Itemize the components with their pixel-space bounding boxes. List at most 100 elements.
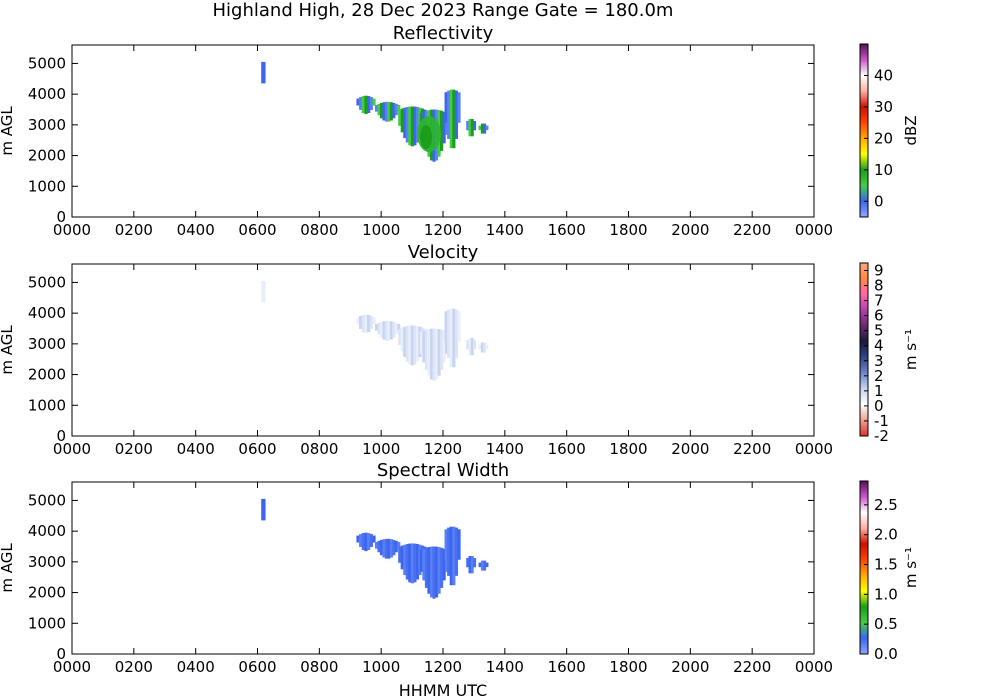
colorbar-tick-label: 2.0	[874, 526, 898, 544]
echo-column	[372, 535, 376, 543]
echo-column	[397, 323, 401, 331]
echo-column	[447, 527, 451, 576]
echo-column	[372, 98, 376, 106]
x-tick-label: 2000	[671, 658, 709, 676]
x-tick-label: 0600	[238, 658, 276, 676]
echo-column	[457, 529, 461, 560]
echo-column	[359, 97, 363, 110]
colorbar-tick-label: 7	[874, 292, 884, 310]
echo-column	[405, 107, 409, 143]
echo-column	[382, 321, 386, 340]
echo-column	[485, 125, 489, 131]
echo-column	[429, 328, 434, 380]
echo-column	[359, 316, 363, 329]
echo-column	[422, 548, 426, 581]
x-tick-label: 1800	[609, 221, 647, 239]
colorbar-tick-label: 10	[874, 161, 893, 179]
x-tick-label: 0200	[115, 440, 153, 458]
echo-column	[356, 317, 360, 325]
echo-column	[483, 123, 487, 134]
x-tick-label: 0000	[795, 440, 833, 458]
x-tick-label: 0800	[300, 658, 338, 676]
echo-column	[468, 555, 472, 574]
echo-column	[400, 108, 404, 133]
echo-column	[400, 327, 404, 352]
colorbar-tick-label: 8	[874, 277, 884, 295]
echo-column	[392, 539, 396, 556]
x-tick-label: 2000	[671, 221, 709, 239]
echo-column	[398, 546, 402, 563]
echo-column	[468, 118, 472, 137]
echo-column	[361, 533, 365, 551]
y-tick-label: 3000	[28, 335, 66, 353]
echo-tower	[261, 498, 266, 521]
echo-column	[468, 337, 472, 356]
echo-column	[405, 326, 409, 362]
echo-column	[452, 526, 456, 586]
echo-column	[480, 123, 484, 134]
y-tick-label: 1000	[28, 396, 66, 414]
x-tick-label: 0200	[115, 658, 153, 676]
colorbar-tick-label: 30	[874, 98, 893, 116]
echo-column	[369, 97, 373, 110]
echo-column	[408, 106, 412, 146]
echo-column	[379, 321, 384, 338]
echo-column	[478, 125, 482, 131]
y-tick-label: 5000	[28, 54, 66, 72]
echo-column	[478, 344, 482, 350]
echo-column	[415, 107, 420, 143]
echo-column	[437, 547, 441, 594]
x-tick-label: 0800	[300, 440, 338, 458]
echo-column	[457, 311, 461, 342]
echo-column	[449, 89, 453, 149]
x-tick-label: 1400	[486, 658, 524, 676]
echo-column	[444, 92, 448, 123]
x-axis-label: HHMM UTC	[399, 681, 487, 700]
echo-layer	[261, 498, 489, 599]
echo-column	[374, 541, 379, 549]
x-tick-label: 0000	[795, 658, 833, 676]
x-tick-label: 0600	[238, 221, 276, 239]
echo-column	[372, 317, 376, 325]
echo-column	[364, 532, 368, 552]
echo-column	[379, 539, 384, 556]
echo-layer	[261, 280, 489, 381]
echo-column	[447, 309, 451, 358]
colorbar-label: m s⁻¹	[902, 329, 920, 370]
colorbar-tick-label: 1.5	[874, 556, 898, 574]
echo-column	[410, 325, 414, 366]
y-tick-label: 4000	[28, 85, 66, 103]
colorbar-tick-label: 0	[874, 192, 884, 210]
echo-column	[442, 111, 446, 144]
y-tick-label: 1000	[28, 614, 66, 632]
echo-column	[422, 330, 426, 363]
echo-column	[397, 104, 401, 112]
x-tick-label: 0400	[177, 440, 215, 458]
echo-column	[398, 109, 402, 126]
echo-column	[466, 557, 470, 568]
colorbar-tick-label: -2	[874, 427, 889, 445]
y-tick-label: 2000	[28, 366, 66, 384]
x-tick-label: 1000	[362, 221, 400, 239]
echo-column	[466, 339, 470, 350]
y-axis-label: m AGL	[0, 325, 16, 375]
echo-column	[473, 339, 477, 350]
colorbar-tick-label: 40	[874, 66, 893, 84]
echo-tower	[261, 61, 266, 84]
echo-column	[389, 539, 393, 558]
echo-column	[400, 545, 404, 570]
colorbar-tick-label: 5	[874, 322, 884, 340]
echo-column	[449, 526, 453, 586]
echo-column	[389, 102, 393, 121]
x-tick-label: 0000	[53, 440, 91, 458]
colorbar-tick-label: 9	[874, 262, 884, 280]
echo-column	[387, 101, 391, 122]
y-tick-label: 3000	[28, 116, 66, 134]
echo-column	[361, 96, 365, 114]
echo-column	[452, 89, 456, 149]
echo-column	[442, 330, 446, 363]
echo-column	[403, 544, 407, 576]
y-tick-label: 4000	[28, 522, 66, 540]
x-tick-label: 0400	[177, 221, 215, 239]
